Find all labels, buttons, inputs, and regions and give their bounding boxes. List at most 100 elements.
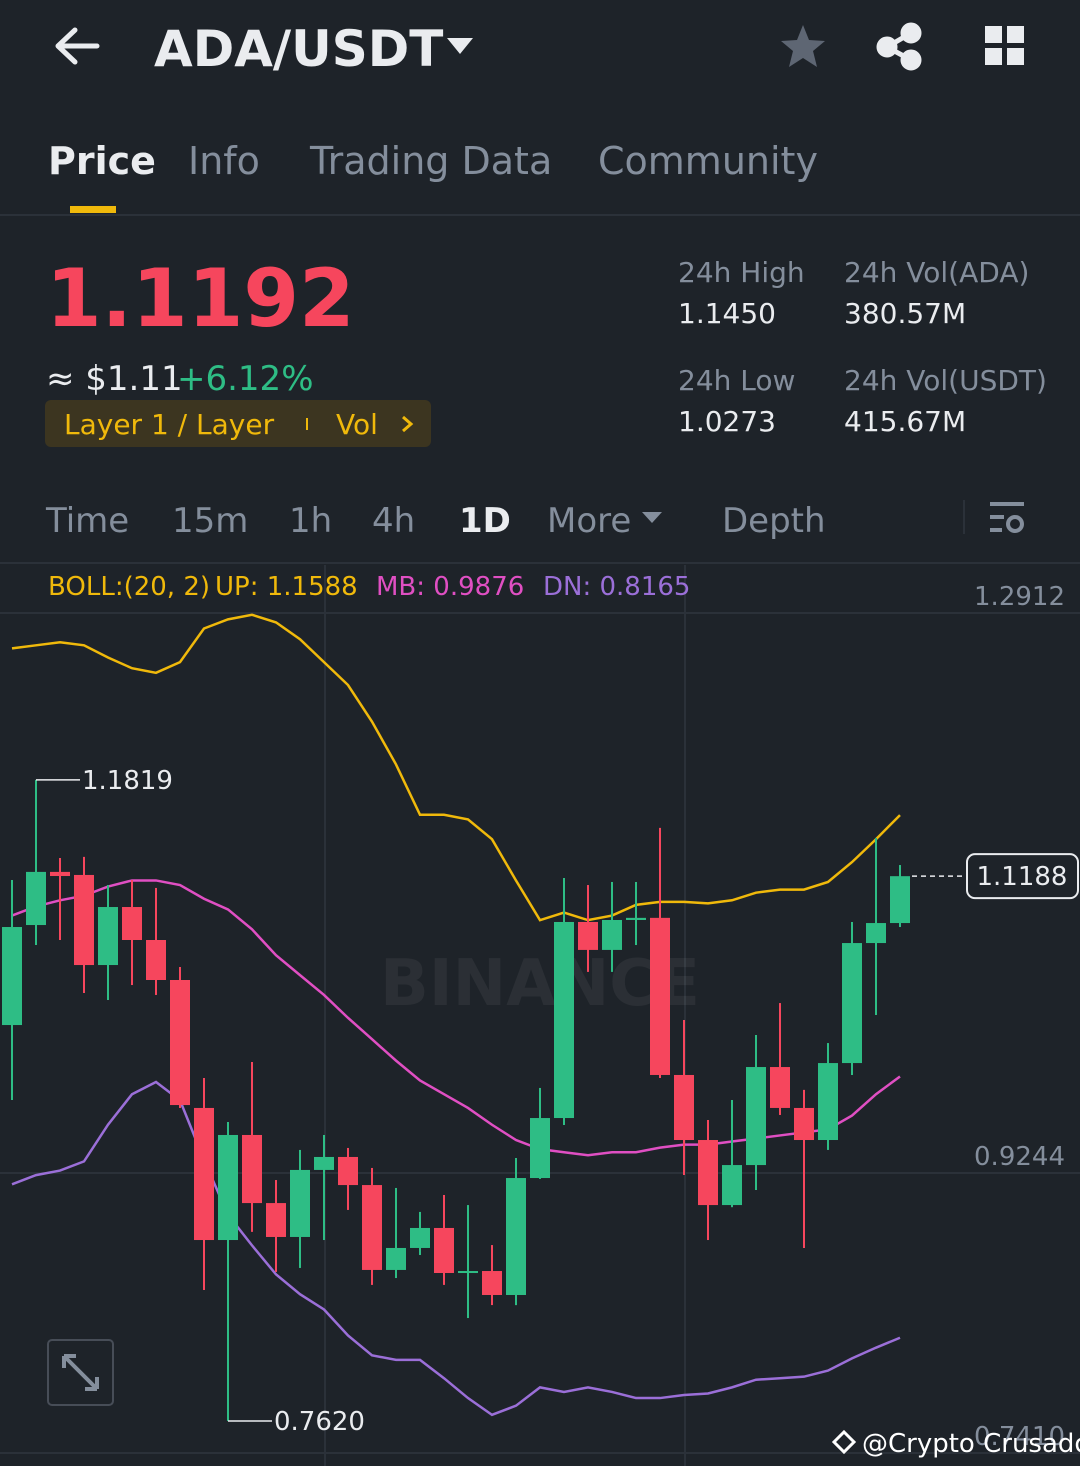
share-icon[interactable] <box>876 22 922 71</box>
stat-label: 24h Vol(USDT) <box>844 364 1047 397</box>
candle-body <box>146 939 166 981</box>
tab-active[interactable]: Price <box>48 139 156 183</box>
stat-value: 415.67M <box>844 405 966 438</box>
timeframe[interactable]: 15m <box>172 501 248 541</box>
candle-body <box>818 1063 838 1141</box>
candle-body <box>74 874 94 966</box>
tag[interactable]: Vol <box>336 408 378 441</box>
more-dropdown[interactable] <box>642 512 662 523</box>
candle-body <box>794 1107 814 1141</box>
plot: 1.2912 0.9244 0.7410 1.1819 0.7620 1.1188 <box>0 582 1080 1455</box>
legend-entry: MB: 0.9876 <box>376 572 524 602</box>
candle-body <box>890 876 910 924</box>
candle-body <box>386 1247 406 1270</box>
candle-body <box>722 1165 742 1206</box>
candle-body <box>266 1203 286 1237</box>
legend-value: 0.9876 <box>433 572 524 602</box>
pair-title[interactable]: ADA/USDT <box>154 20 443 78</box>
candle-body <box>362 1185 382 1270</box>
legend-entry: DN: 0.8165 <box>543 572 690 602</box>
candle-body <box>410 1227 430 1248</box>
legend-name: DN: <box>543 572 591 602</box>
timeframe[interactable]: 1h <box>289 501 332 541</box>
stat-label: 24h High <box>678 256 805 289</box>
candle-body <box>650 917 670 1075</box>
back-button[interactable] <box>55 27 100 65</box>
candle-body <box>866 923 886 944</box>
timeframe-active[interactable]: 1D <box>459 501 511 541</box>
y-tick-label: 0.9244 <box>974 1142 1065 1172</box>
credit: @Crypto Crusador <box>862 1429 1080 1459</box>
candle-body <box>218 1134 238 1241</box>
timeframe[interactable]: Time <box>45 501 129 541</box>
stat-value: 380.57M <box>844 297 966 330</box>
fiat-price: ≈ $1.11 <box>46 359 183 399</box>
grid-menu-icon[interactable] <box>985 26 1024 65</box>
price-tag <box>966 853 1079 900</box>
chart-settings-icon[interactable] <box>990 502 1024 533</box>
current-price: 1.1188 <box>977 862 1068 892</box>
timeframe[interactable]: More <box>547 501 631 541</box>
watermark: BINANCE <box>380 947 700 1021</box>
favorite-icon[interactable] <box>781 25 825 67</box>
candle-body <box>770 1067 790 1108</box>
candle-body <box>338 1156 358 1186</box>
extreme-label: 0.7620 <box>274 1407 365 1437</box>
tag-arrow <box>402 415 414 433</box>
tag-box[interactable] <box>45 400 431 447</box>
candle-body <box>482 1271 502 1295</box>
candle-body <box>674 1074 694 1141</box>
candle-body <box>842 943 862 1064</box>
price-change: +6.12% <box>177 359 314 399</box>
candle-body <box>602 919 622 950</box>
candle-body <box>290 1169 310 1237</box>
stat-label: 24h Vol(ADA) <box>844 256 1029 289</box>
candle-body <box>458 1271 478 1274</box>
tab[interactable]: Trading Data <box>309 139 552 183</box>
candle-body <box>122 907 142 940</box>
tag[interactable]: Layer 1 / Layer <box>64 408 275 441</box>
candle-body <box>554 921 574 1119</box>
stat-label: 24h Low <box>678 364 795 397</box>
timeframe[interactable]: 4h <box>372 501 415 541</box>
stat-value: 1.0273 <box>678 405 776 438</box>
candle-body <box>698 1140 718 1206</box>
legend-value: 1.1588 <box>267 572 358 602</box>
expand-button[interactable] <box>47 1339 114 1406</box>
tab-indicator <box>70 206 116 213</box>
candle-body <box>434 1227 454 1274</box>
band-line <box>11 613 901 922</box>
extreme-label: 1.1819 <box>82 766 173 796</box>
legend-entry: UP: 1.1588 <box>215 572 358 602</box>
band-line <box>11 1080 901 1417</box>
candle-body <box>2 927 22 1026</box>
candle-body <box>626 917 646 920</box>
candle-body <box>314 1156 334 1170</box>
candle-body <box>194 1107 214 1241</box>
candle-body <box>170 980 190 1106</box>
timeframe[interactable]: Depth <box>722 501 826 541</box>
expand-icon <box>62 1354 99 1391</box>
tab[interactable]: Community <box>598 139 818 183</box>
indicator-label: BOLL:(20, 2) <box>48 572 210 602</box>
candle-body <box>506 1178 526 1295</box>
y-tick-label: 1.2912 <box>974 582 1065 612</box>
pair-dropdown[interactable] <box>447 38 473 54</box>
legend-name: MB: <box>376 572 425 602</box>
candle-body <box>242 1134 262 1204</box>
last-price: 1.1192 <box>46 252 355 345</box>
candle-body <box>578 921 598 950</box>
stat-value: 1.1450 <box>678 297 776 330</box>
y-tick-label: 0.7410 <box>974 1422 1065 1452</box>
legend-value: 0.8165 <box>600 572 691 602</box>
credit-icon <box>831 1429 857 1455</box>
tab[interactable]: Info <box>188 139 260 183</box>
candle-body <box>98 907 118 966</box>
candle-body <box>26 871 46 926</box>
candle-body <box>746 1067 766 1166</box>
legend-name: UP: <box>215 572 258 602</box>
candle-body <box>50 871 70 877</box>
